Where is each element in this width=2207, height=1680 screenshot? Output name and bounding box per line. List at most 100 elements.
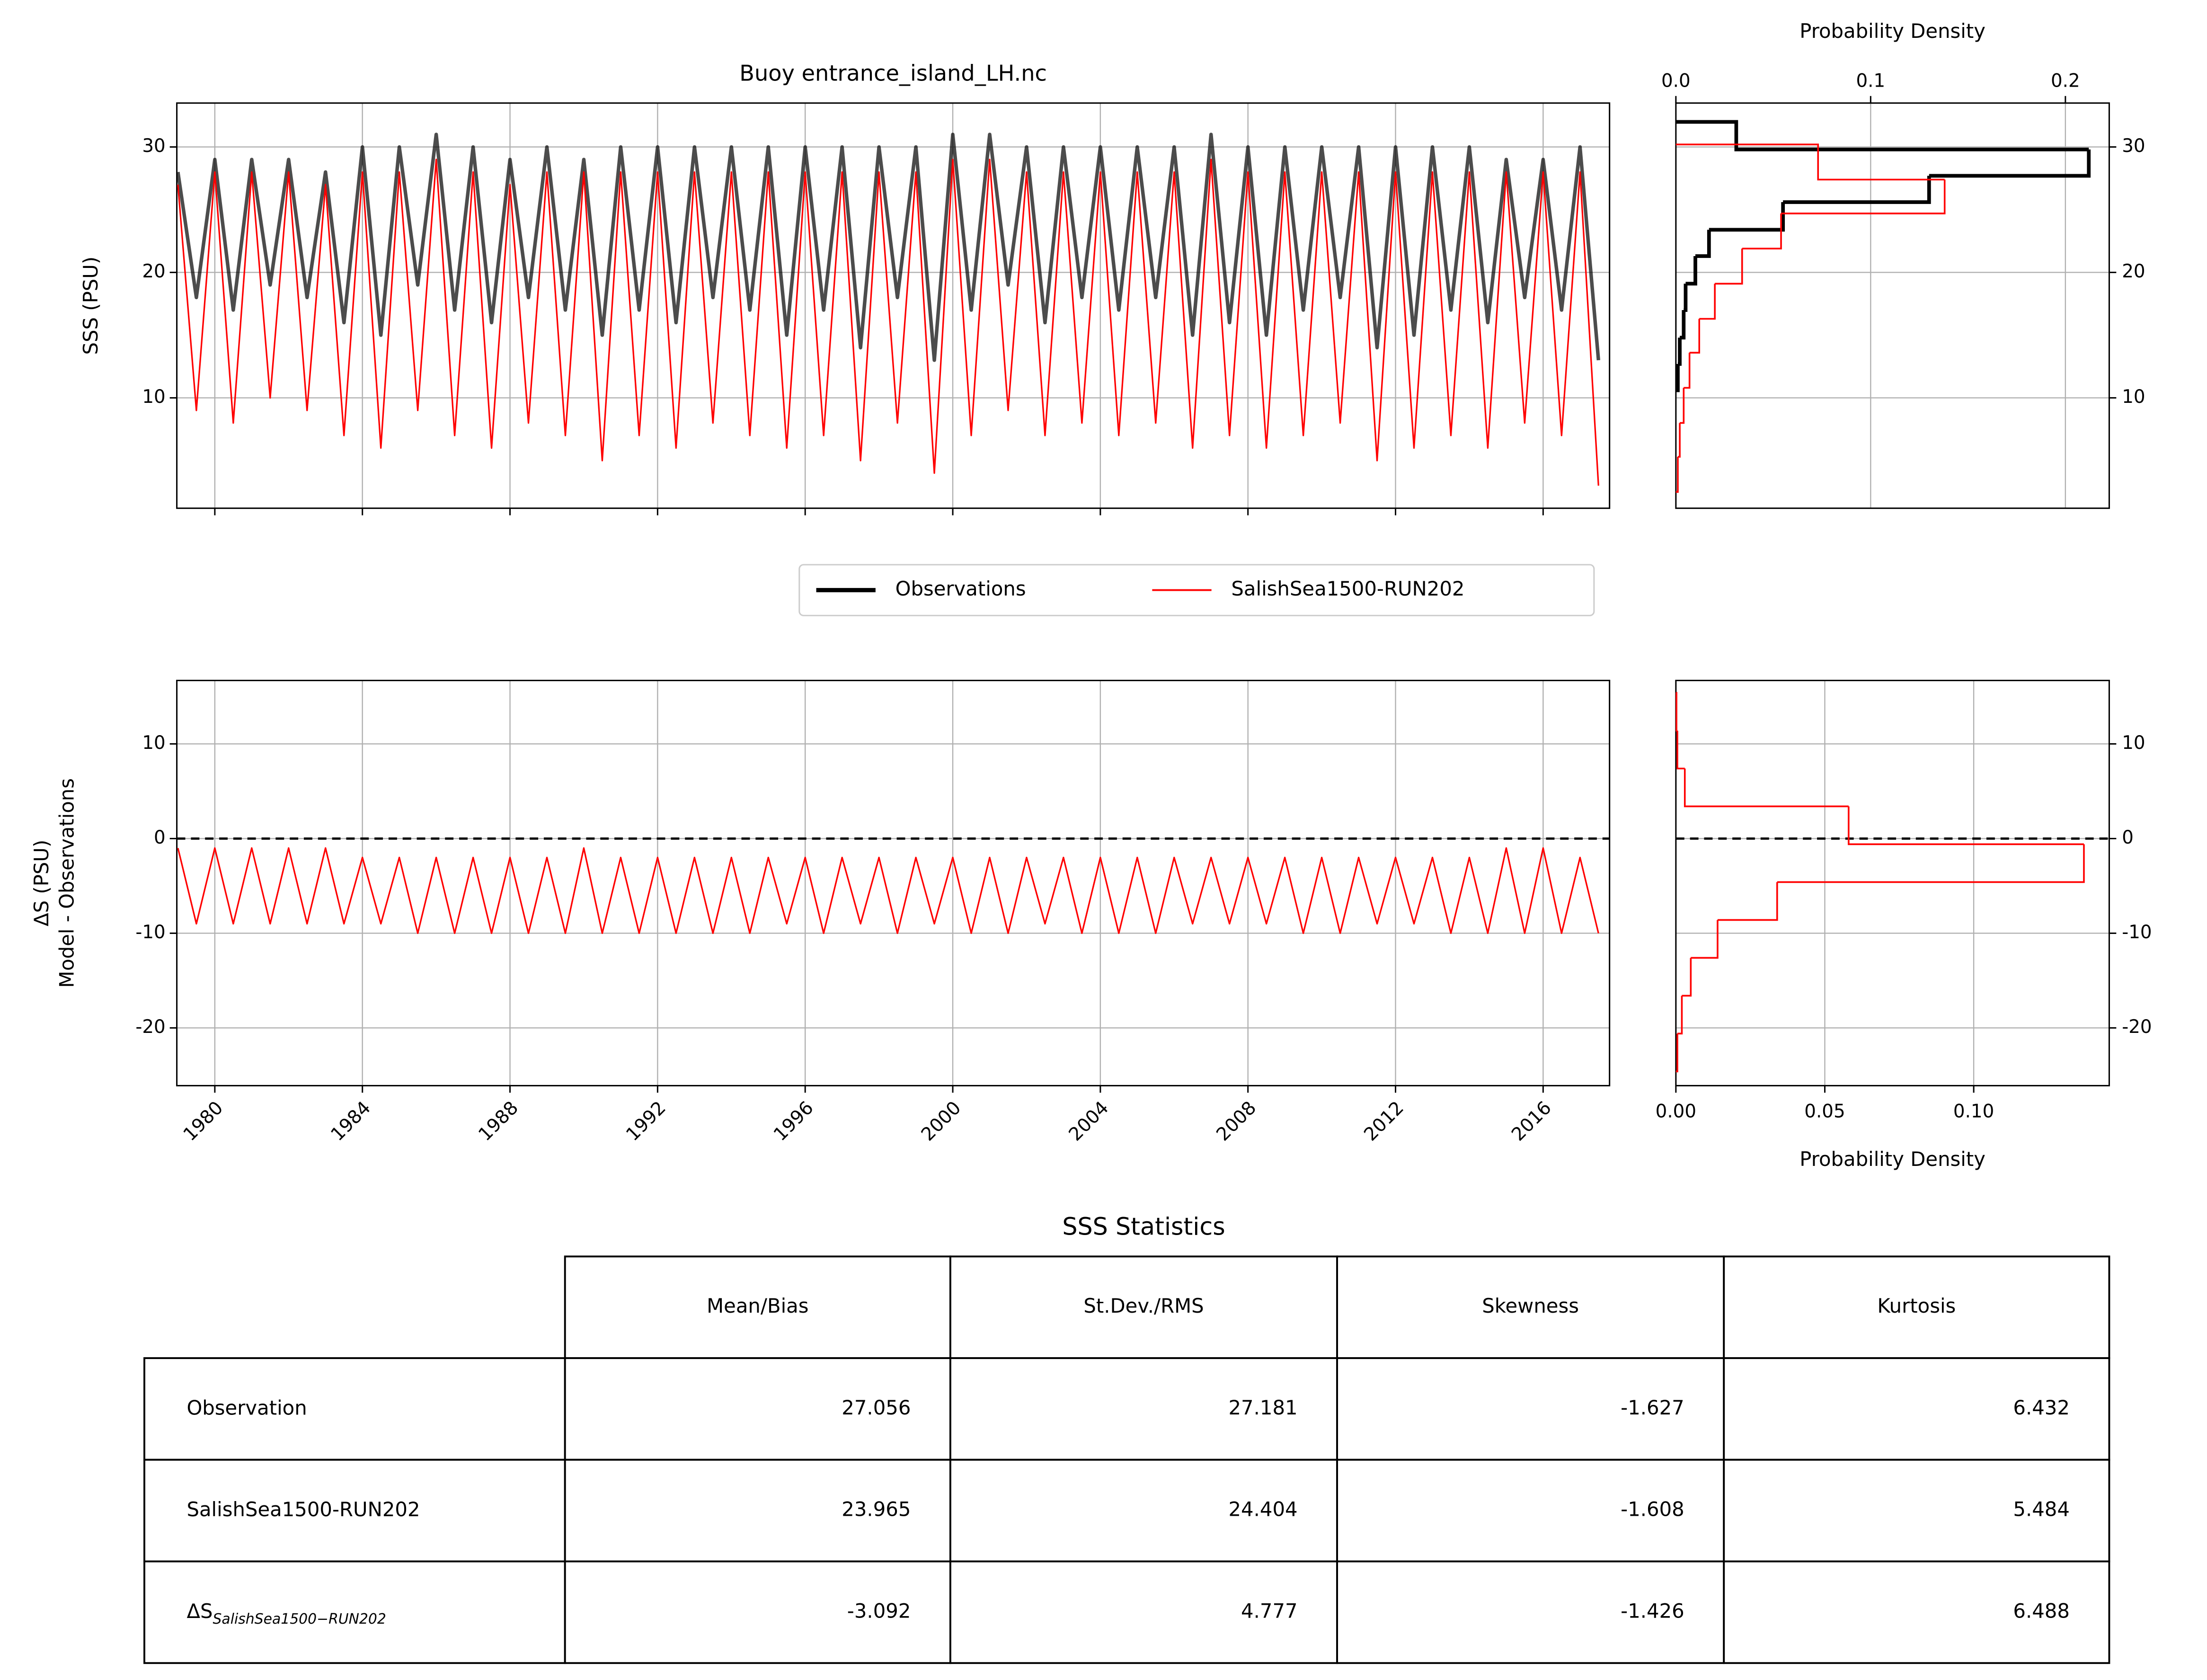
- y-tick-label: -20: [135, 1016, 165, 1038]
- histogram-bin: [1677, 423, 1681, 458]
- y-tick-label: 10: [2122, 732, 2145, 754]
- axes-frame: [176, 680, 1611, 1086]
- histogram-bin: [1675, 692, 1677, 732]
- table-value: 6.432: [2013, 1396, 2070, 1419]
- x-tick-label: 2012: [1360, 1097, 1408, 1146]
- histogram-bin: [1680, 388, 1685, 424]
- table-title: SSS Statistics: [1062, 1213, 1225, 1241]
- series-line: [177, 847, 1599, 934]
- row-label-text: SalishSea1500-RUN202: [186, 1498, 420, 1521]
- histogram-bin: [1680, 310, 1686, 340]
- y-tick-label: 10: [142, 732, 165, 754]
- table-cell: [564, 1458, 951, 1563]
- table-cell: [949, 1560, 1338, 1664]
- histogram-bin: [1848, 806, 2084, 845]
- column-header: Kurtosis: [1877, 1294, 1956, 1317]
- header-cell: [949, 1255, 1338, 1359]
- x-tick-label: 0.2: [2051, 70, 2080, 91]
- y-tick-label: 30: [142, 135, 165, 157]
- histogram-bin: [1682, 958, 1692, 997]
- x-tick-label: 1984: [327, 1097, 375, 1146]
- stats-table: SSS Statistics Mean/Bias St.Dev./RMS Skewne…: [143, 1213, 2110, 1664]
- y-axis-label: Model - Observations: [55, 778, 78, 988]
- histogram-bin: [1929, 149, 2091, 178]
- histogram-bin: [1675, 364, 1680, 392]
- table-cell: [143, 1458, 566, 1563]
- table-value: 24.404: [1228, 1498, 1297, 1521]
- table-value: 27.181: [1228, 1396, 1297, 1419]
- histogram-bin: [1715, 249, 1743, 285]
- y-tick-label: -20: [2122, 1016, 2152, 1038]
- y-tick-label: 10: [2122, 386, 2145, 408]
- x-tick-label: 1992: [622, 1097, 670, 1146]
- row-label: ΔSSalishSea1500−RUN202: [186, 1599, 386, 1627]
- table-cell: [1723, 1458, 2110, 1563]
- histogram-bin: [1684, 284, 1688, 312]
- axes-frame: [1675, 102, 2110, 509]
- series-line: [177, 159, 1599, 486]
- histogram-bin: [1675, 143, 1945, 181]
- table-value: 5.484: [2013, 1498, 2070, 1521]
- table-cell: [949, 1357, 1338, 1461]
- table-value: -3.092: [847, 1599, 911, 1622]
- histogram-bin: [1676, 730, 1685, 770]
- x-tick-label: 0.10: [1953, 1101, 1994, 1122]
- axes-frame: [1675, 680, 2110, 1086]
- y-tick-label: 20: [2122, 261, 2145, 282]
- header-cell: [1723, 1255, 2110, 1359]
- histogram-bin: [1777, 844, 2085, 883]
- x-tick-label: 0.05: [1804, 1101, 1845, 1122]
- table-cell: [564, 1357, 951, 1461]
- axes-frame: [176, 102, 1611, 509]
- row-label-text: ΔS: [186, 1599, 213, 1622]
- histogram-bin: [1685, 256, 1697, 286]
- row-label-subscript: SalishSea1500−RUN202: [213, 1610, 386, 1627]
- table-value: -1.426: [1621, 1599, 1684, 1622]
- column-header: Skewness: [1482, 1294, 1579, 1317]
- row-label: Observation: [186, 1396, 307, 1419]
- y-tick-label: -10: [2122, 922, 2152, 943]
- y-tick-label: -10: [135, 922, 165, 943]
- row-label-text: Observation: [186, 1396, 307, 1419]
- axes: 10 20 30 0.0 0.1 0.2: [1661, 70, 2145, 509]
- y-tick-label: 0: [154, 827, 166, 848]
- row-label: SalishSea1500-RUN202: [186, 1498, 420, 1521]
- legend: Observations SalishSea1500-RUN202: [798, 564, 1595, 616]
- histogram-bin: [1709, 202, 1785, 232]
- legend-label: Observations: [895, 577, 1026, 600]
- x-axis-label: Probability Density: [1799, 1147, 1985, 1171]
- legend-label: SalishSea1500-RUN202: [1231, 577, 1464, 600]
- x-tick-label: 1988: [474, 1097, 523, 1146]
- histogram-bin: [1691, 920, 1719, 959]
- y-tick-label: 10: [142, 386, 165, 408]
- y-tick-label: 0: [2122, 827, 2134, 848]
- table-value: 27.056: [842, 1396, 911, 1419]
- histogram-bin: [1675, 120, 2089, 151]
- x-tick-label: 0.0: [1661, 70, 1691, 91]
- histogram-bin: [1783, 176, 1931, 204]
- table-value: -1.627: [1621, 1396, 1684, 1419]
- table-cell: [143, 1560, 566, 1664]
- table-value: -1.608: [1621, 1498, 1684, 1521]
- x-tick-label: 0.00: [1656, 1101, 1696, 1122]
- x-tick-label: 0.1: [1856, 70, 1886, 91]
- column-header: St.Dev./RMS: [1083, 1294, 1204, 1317]
- table-cell: [1723, 1560, 2110, 1664]
- histogram-bin: [1684, 768, 1849, 808]
- histogram-bin: [1699, 284, 1716, 320]
- x-tick-label: 1980: [179, 1097, 228, 1146]
- histogram-bin: [1689, 319, 1701, 354]
- table-value: 4.777: [1241, 1599, 1298, 1622]
- y-tick-label: 30: [2122, 135, 2145, 157]
- axes: -20 -10 0 10 1980 1984 1988 1992 1996 2000 2004 200…: [135, 680, 1611, 1146]
- histogram-bin: [1677, 338, 1682, 366]
- series-line: [176, 133, 1601, 362]
- histogram-bin: [1781, 179, 1946, 214]
- x-tick-label: 1996: [770, 1097, 818, 1146]
- table-cell: [1723, 1357, 2110, 1461]
- axes: -20 -10 0 10 0.00 0.05 0.10: [1656, 680, 2152, 1122]
- chart-title: Buoy entrance_island_LH.nc: [739, 61, 1047, 86]
- histogram-bin: [1675, 456, 1679, 493]
